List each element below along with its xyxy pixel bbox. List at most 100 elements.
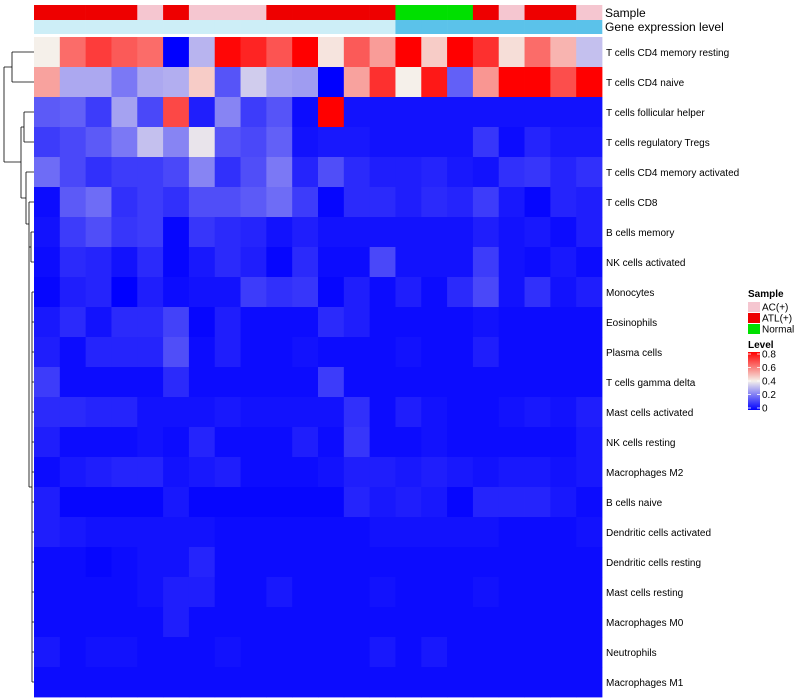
heatmap-cell — [318, 67, 345, 98]
heatmap-cell — [447, 247, 474, 278]
heatmap-cell — [343, 277, 371, 308]
heatmap-cell — [343, 547, 371, 578]
sample-annotation-cell — [292, 5, 319, 20]
row-label: Plasma cells — [606, 348, 662, 359]
heatmap-cell — [395, 247, 422, 278]
row-label: Dendritic cells resting — [606, 558, 701, 569]
heatmap-cell — [137, 67, 164, 98]
heatmap-cell — [292, 307, 319, 338]
heatmap-cell — [214, 277, 241, 308]
heatmap-cell — [524, 547, 551, 578]
heatmap-cell — [214, 637, 241, 668]
heatmap-cell — [343, 397, 371, 428]
heatmap-cell — [111, 97, 138, 128]
heatmap-cell — [266, 367, 293, 398]
heatmap-cell — [421, 547, 448, 578]
level-tick-label: 0 — [762, 404, 768, 415]
heatmap-cell — [59, 517, 87, 548]
heatmap-cell — [576, 217, 603, 248]
heatmap-cell — [524, 277, 551, 308]
heatmap-cell — [85, 337, 112, 368]
heatmap-cell — [188, 367, 216, 398]
heatmap-cell — [292, 97, 319, 128]
heatmap-cell — [292, 607, 319, 638]
sample-annotation-cell — [576, 5, 603, 20]
heatmap-cell — [498, 127, 525, 158]
heatmap-cell — [163, 667, 190, 698]
heatmap-cell — [498, 487, 525, 518]
heatmap-cell — [266, 187, 293, 218]
heatmap-cell — [34, 247, 61, 278]
heatmap-cell — [137, 37, 164, 68]
heatmap-cell — [395, 277, 422, 308]
heatmap-cell — [111, 217, 138, 248]
heatmap-cell — [421, 637, 448, 668]
heatmap-cell — [472, 427, 500, 458]
heatmap-cell — [59, 97, 87, 128]
heatmap-cell — [498, 547, 525, 578]
heatmap-cell — [524, 577, 551, 608]
legend-swatch — [748, 313, 760, 323]
heatmap-cell — [343, 607, 371, 638]
heatmap-cell — [111, 277, 138, 308]
heatmap-cell — [188, 97, 216, 128]
heatmap-cell — [292, 157, 319, 188]
heatmap-cell — [524, 97, 551, 128]
heatmap-cell — [266, 337, 293, 368]
sample-annotation-cell — [240, 5, 267, 20]
heatmap-cell — [163, 427, 190, 458]
heatmap-cell — [292, 637, 319, 668]
heatmap-cell — [524, 517, 551, 548]
heatmap-cell — [188, 337, 216, 368]
heatmap-cell — [524, 157, 551, 188]
heatmap-cell — [421, 427, 448, 458]
heatmap-cell — [576, 277, 603, 308]
level-color-bar — [748, 352, 760, 410]
heatmap-cell — [292, 577, 319, 608]
heatmap-cell — [576, 127, 603, 158]
heatmap-cell — [85, 277, 112, 308]
heatmap-cell — [524, 427, 551, 458]
heatmap-cell — [111, 607, 138, 638]
heatmap-cell — [318, 457, 345, 488]
heatmap-cell — [318, 277, 345, 308]
heatmap-cell — [85, 667, 112, 698]
heatmap-cell — [85, 127, 112, 158]
heatmap-cell — [524, 637, 551, 668]
expression-annotation-cell — [576, 20, 603, 34]
heatmap-cell — [240, 337, 267, 368]
heatmap-cell — [421, 187, 448, 218]
heatmap-cell — [395, 367, 422, 398]
heatmap-cell — [395, 37, 422, 68]
heatmap-cell — [188, 607, 216, 638]
heatmap-cell — [266, 307, 293, 338]
heatmap-cell — [163, 577, 190, 608]
heatmap-cell — [34, 277, 61, 308]
sample-annotation-cell — [163, 5, 190, 20]
heatmap-cell — [214, 97, 241, 128]
heatmap-cell — [85, 247, 112, 278]
heatmap-cell — [240, 67, 267, 98]
heatmap-cell — [85, 187, 112, 218]
heatmap-cell — [59, 487, 87, 518]
heatmap-cell — [85, 577, 112, 608]
heatmap-cell — [137, 427, 164, 458]
heatmap-cell — [524, 127, 551, 158]
heatmap-cell — [59, 607, 87, 638]
heatmap-cell — [576, 487, 603, 518]
heatmap-cell — [59, 337, 87, 368]
heatmap-cell — [163, 487, 190, 518]
legend-entry-label: AC(+) — [762, 303, 788, 314]
heatmap-cell — [576, 577, 603, 608]
heatmap-cell — [472, 277, 500, 308]
heatmap-cell — [318, 607, 345, 638]
heatmap-cell — [163, 307, 190, 338]
heatmap-cell — [292, 217, 319, 248]
heatmap-cell — [240, 97, 267, 128]
heatmap-cell — [292, 337, 319, 368]
heatmap-cell — [318, 247, 345, 278]
row-label: Macrophages M1 — [606, 678, 684, 689]
heatmap-cell — [188, 157, 216, 188]
heatmap-cell — [163, 337, 190, 368]
